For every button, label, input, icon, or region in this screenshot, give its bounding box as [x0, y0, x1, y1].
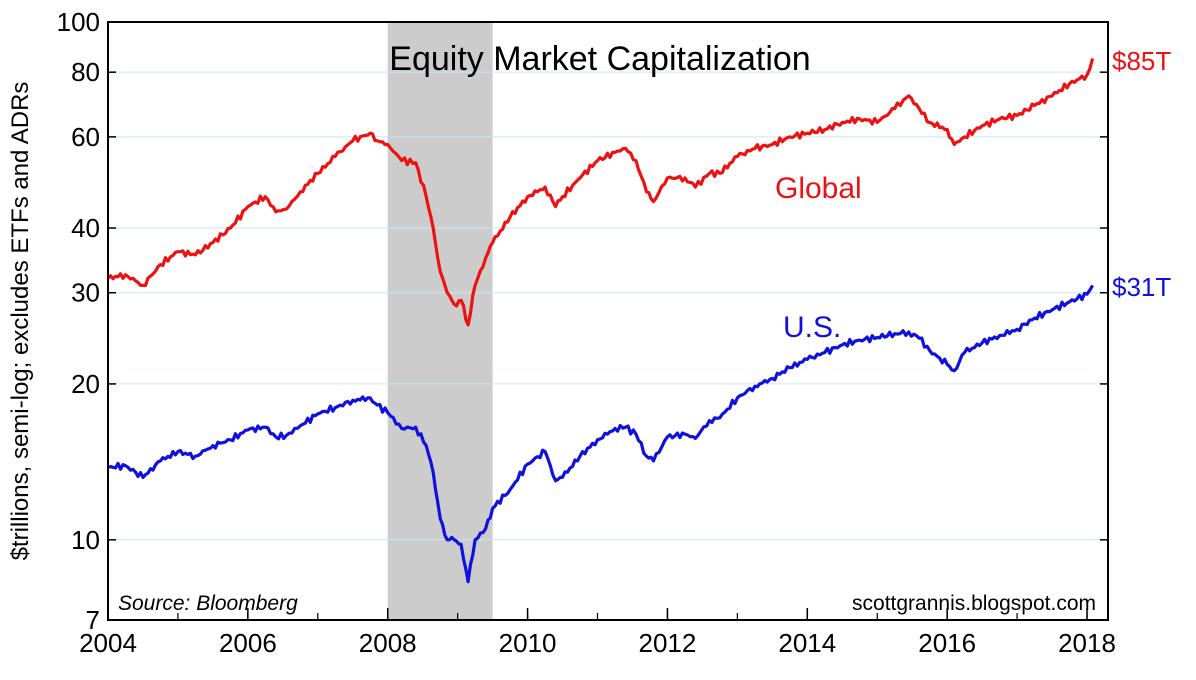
- axis-layer: 7 10 20 30 40 60 80 100 2004 2006 2008 2010 2012 2014…: [57, 7, 1116, 658]
- chart-title: Equity Market Capitalization: [389, 40, 810, 78]
- end-label-global: $85T: [1112, 46, 1171, 76]
- x-tick-label: 2006: [219, 628, 277, 658]
- x-tick-label: 2008: [359, 628, 417, 658]
- series-label-us: U.S.: [783, 311, 841, 344]
- series-label-global: Global: [775, 172, 862, 205]
- source-note: Source: Bloomberg: [118, 592, 298, 615]
- plot-frame: [107, 21, 1109, 621]
- y-axis-label: $trillions, semi-log; excludes ETFs and …: [7, 82, 34, 561]
- y-tick-label: 80: [71, 57, 100, 87]
- series-line-us: [107, 284, 1094, 584]
- x-tick-label: 2018: [1058, 628, 1116, 658]
- y-tick-label: 30: [71, 278, 100, 308]
- x-tick-label: 2016: [918, 628, 976, 658]
- y-tick-label: 60: [71, 122, 100, 152]
- y-tick-label: 20: [71, 369, 100, 399]
- end-label-us: $31T: [1112, 272, 1171, 302]
- x-tick-label: 2010: [499, 628, 557, 658]
- plot-background: [108, 22, 1108, 620]
- y-tick-label: 40: [71, 213, 100, 243]
- series-line-global: [106, 58, 1095, 327]
- x-tick-label: 2004: [79, 628, 137, 658]
- x-tick-label: 2012: [639, 628, 697, 658]
- series-layer: [106, 58, 1095, 584]
- x-tick-label: 2014: [778, 628, 836, 658]
- recession-shading-layer: [387, 22, 493, 620]
- grid-layer: [108, 71, 1108, 541]
- recession-shading: [387, 22, 493, 620]
- credit-note: scottgrannis.blogspot.com: [852, 592, 1096, 615]
- y-tick-label: 7: [86, 605, 100, 635]
- y-tick-label: 10: [71, 525, 100, 555]
- y-tick-label: 100: [57, 7, 100, 37]
